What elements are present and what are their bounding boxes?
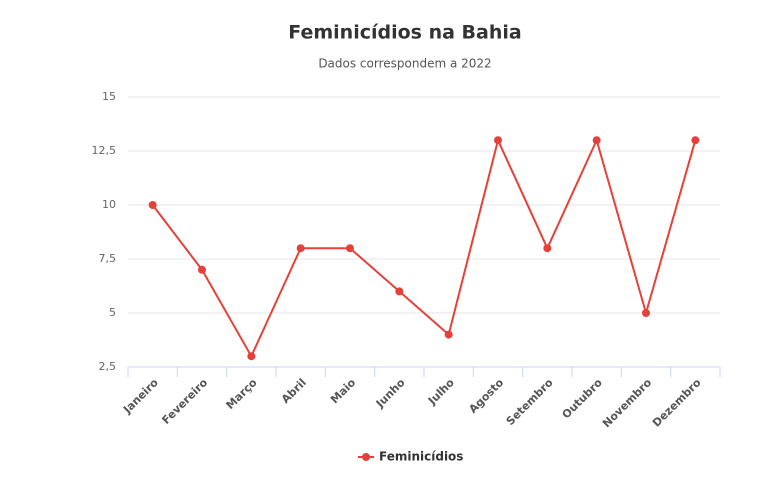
y-tick-label: 5 [109, 306, 116, 319]
x-tick-label: Julho [425, 376, 457, 408]
y-tick-label: 15 [102, 90, 116, 103]
x-tick-label: Novembro [600, 376, 655, 431]
data-point [148, 201, 157, 209]
series-line [151, 137, 697, 359]
data-point [198, 265, 206, 274]
data-point [642, 309, 650, 317]
data-point [247, 352, 256, 361]
data-point [494, 136, 502, 145]
chart-title: Feminicídios na Bahia [288, 22, 521, 44]
data-point [691, 136, 700, 145]
x-tick-label: Junho [373, 376, 408, 411]
chart-subtitle: Dados correspondem a 2022 [318, 57, 491, 71]
legend-label: Feminicídios [379, 450, 463, 464]
legend-marker [362, 453, 370, 461]
x-tick-label: Agosto [466, 376, 506, 416]
data-point [592, 136, 601, 145]
x-tick-label: Maio [328, 376, 359, 407]
data-point [543, 244, 552, 253]
x-tick-label: Outubro [560, 376, 606, 422]
x-tick-label: Março [224, 376, 260, 412]
y-tick-label: 10 [102, 198, 116, 211]
x-tick-label: Abril [279, 376, 309, 406]
x-tick-label: Fevereiro [159, 376, 210, 427]
y-tick-label: 7,5 [99, 252, 117, 265]
data-point [296, 244, 305, 253]
data-point [395, 287, 404, 296]
y-tick-label: 2,5 [99, 360, 117, 373]
x-tick-label: Janeiro [120, 376, 161, 417]
x-tick-label: Dezembro [650, 376, 704, 430]
x-tick-label: Setembro [504, 376, 556, 428]
data-point [346, 244, 354, 253]
y-tick-label: 12,5 [92, 144, 117, 157]
data-point [444, 330, 453, 339]
